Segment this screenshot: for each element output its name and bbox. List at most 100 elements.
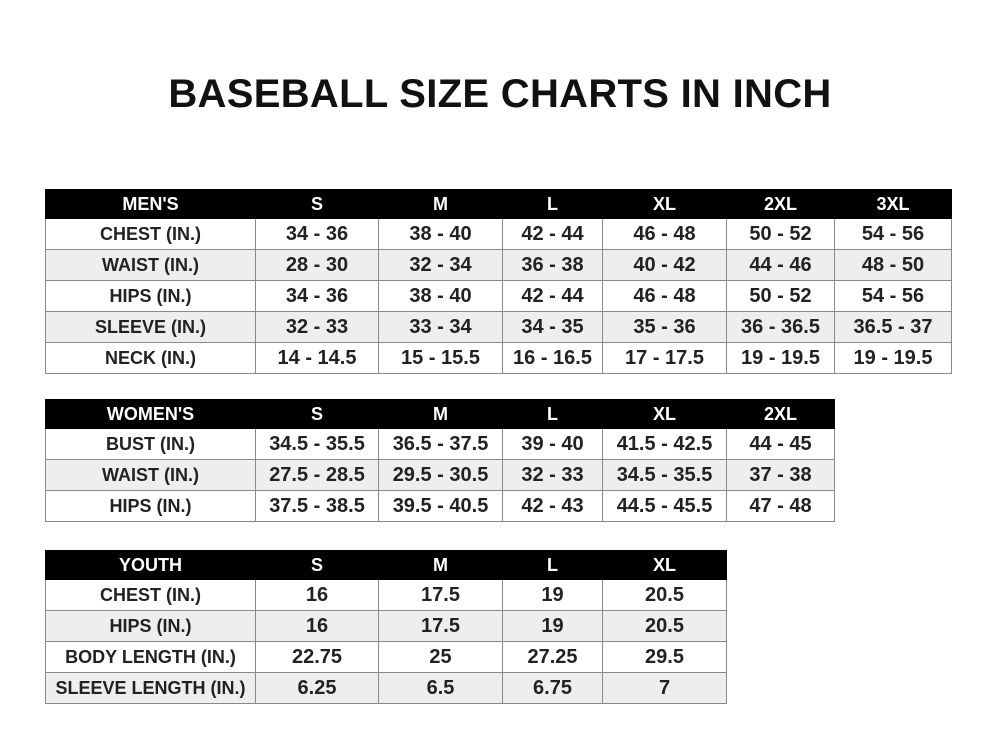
table-row: SLEEVE LENGTH (IN.) 6.25 6.5 6.75 7 <box>45 672 727 704</box>
measurement-cell: 19 - 19.5 <box>726 342 835 374</box>
measurement-cell: 20.5 <box>602 579 727 611</box>
table-row: BUST (IN.) 34.5 - 35.5 36.5 - 37.5 39 - 40 4… <box>45 428 835 460</box>
measurement-cell: 19 <box>502 579 603 611</box>
size-header: L <box>502 550 603 580</box>
measurement-cell: 32 - 33 <box>502 459 603 491</box>
measurement-cell: 33 - 34 <box>378 311 503 343</box>
measurement-label: HIPS (IN.) <box>45 280 256 312</box>
measurement-label: NECK (IN.) <box>45 342 256 374</box>
measurement-cell: 36 - 38 <box>502 249 603 281</box>
measurement-cell: 29.5 <box>602 641 727 673</box>
measurement-cell: 34 - 36 <box>255 218 379 250</box>
table-row: CHEST (IN.) 34 - 36 38 - 40 42 - 44 46 - 48 5… <box>45 218 952 250</box>
measurement-cell: 46 - 48 <box>602 218 727 250</box>
measurement-cell: 42 - 44 <box>502 218 603 250</box>
measurement-cell: 44 - 46 <box>726 249 835 281</box>
size-header: 2XL <box>726 189 835 219</box>
page-title: BASEBALL SIZE CHARTS IN INCH <box>168 72 832 116</box>
mens-size-table: MEN'S S M L XL 2XL 3XL CHEST (IN.) 34 - 36 38 - 4… <box>45 189 952 374</box>
measurement-cell: 16 <box>255 610 379 642</box>
header-row: WOMEN'S S M L XL 2XL <box>45 399 835 429</box>
category-header: MEN'S <box>45 189 256 219</box>
measurement-cell: 35 - 36 <box>602 311 727 343</box>
measurement-cell: 16 - 16.5 <box>502 342 603 374</box>
measurement-cell: 17 - 17.5 <box>602 342 727 374</box>
measurement-cell: 34 - 35 <box>502 311 603 343</box>
table-row: HIPS (IN.) 37.5 - 38.5 39.5 - 40.5 42 - 43 4… <box>45 490 835 522</box>
measurement-cell: 6.75 <box>502 672 603 704</box>
table-row: SLEEVE (IN.) 32 - 33 33 - 34 34 - 35 35 - 36… <box>45 311 952 343</box>
header-row: YOUTH S M L XL <box>45 550 727 580</box>
measurement-cell: 47 - 48 <box>726 490 835 522</box>
size-header: M <box>378 189 503 219</box>
measurement-cell: 29.5 - 30.5 <box>378 459 503 491</box>
measurement-cell: 15 - 15.5 <box>378 342 503 374</box>
youth-size-table: YOUTH S M L XL CHEST (IN.) 16 17.5 19 20.5 HIPS (I… <box>45 550 727 704</box>
measurement-label: CHEST (IN.) <box>45 579 256 611</box>
measurement-cell: 36.5 - 37.5 <box>378 428 503 460</box>
measurement-cell: 40 - 42 <box>602 249 727 281</box>
measurement-cell: 46 - 48 <box>602 280 727 312</box>
size-header: M <box>378 550 503 580</box>
measurement-cell: 36.5 - 37 <box>834 311 952 343</box>
measurement-cell: 19 - 19.5 <box>834 342 952 374</box>
measurement-cell: 42 - 43 <box>502 490 603 522</box>
table-row: BODY LENGTH (IN.) 22.75 25 27.25 29.5 <box>45 641 727 673</box>
table-row: HIPS (IN.) 16 17.5 19 20.5 <box>45 610 727 642</box>
measurement-cell: 39.5 - 40.5 <box>378 490 503 522</box>
measurement-cell: 14 - 14.5 <box>255 342 379 374</box>
measurement-cell: 36 - 36.5 <box>726 311 835 343</box>
measurement-cell: 32 - 34 <box>378 249 503 281</box>
header-row: MEN'S S M L XL 2XL 3XL <box>45 189 952 219</box>
measurement-label: HIPS (IN.) <box>45 610 256 642</box>
measurement-cell: 54 - 56 <box>834 218 952 250</box>
measurement-cell: 27.25 <box>502 641 603 673</box>
size-header: XL <box>602 189 727 219</box>
measurement-cell: 38 - 40 <box>378 218 503 250</box>
measurement-cell: 38 - 40 <box>378 280 503 312</box>
measurement-label: BODY LENGTH (IN.) <box>45 641 256 673</box>
measurement-label: BUST (IN.) <box>45 428 256 460</box>
measurement-cell: 16 <box>255 579 379 611</box>
size-header: 2XL <box>726 399 835 429</box>
measurement-cell: 17.5 <box>378 610 503 642</box>
size-header: 3XL <box>834 189 952 219</box>
size-header: S <box>255 189 379 219</box>
table-row: CHEST (IN.) 16 17.5 19 20.5 <box>45 579 727 611</box>
measurement-cell: 6.5 <box>378 672 503 704</box>
category-header: YOUTH <box>45 550 256 580</box>
measurement-cell: 37.5 - 38.5 <box>255 490 379 522</box>
measurement-cell: 34.5 - 35.5 <box>255 428 379 460</box>
size-header: S <box>255 399 379 429</box>
table-row: WAIST (IN.) 28 - 30 32 - 34 36 - 38 40 - 42 4… <box>45 249 952 281</box>
size-header: M <box>378 399 503 429</box>
measurement-cell: 42 - 44 <box>502 280 603 312</box>
measurement-cell: 7 <box>602 672 727 704</box>
measurement-label: WAIST (IN.) <box>45 459 256 491</box>
table-row: HIPS (IN.) 34 - 36 38 - 40 42 - 44 46 - 48 50… <box>45 280 952 312</box>
size-header: L <box>502 399 603 429</box>
measurement-cell: 28 - 30 <box>255 249 379 281</box>
womens-size-table: WOMEN'S S M L XL 2XL BUST (IN.) 34.5 - 35.5 36.5… <box>45 399 835 522</box>
category-header: WOMEN'S <box>45 399 256 429</box>
measurement-cell: 44.5 - 45.5 <box>602 490 727 522</box>
measurement-cell: 54 - 56 <box>834 280 952 312</box>
table-row: WAIST (IN.) 27.5 - 28.5 29.5 - 30.5 32 - 33… <box>45 459 835 491</box>
measurement-label: SLEEVE LENGTH (IN.) <box>45 672 256 704</box>
measurement-cell: 34.5 - 35.5 <box>602 459 727 491</box>
measurement-cell: 22.75 <box>255 641 379 673</box>
measurement-cell: 17.5 <box>378 579 503 611</box>
size-header: XL <box>602 550 727 580</box>
measurement-cell: 37 - 38 <box>726 459 835 491</box>
measurement-cell: 27.5 - 28.5 <box>255 459 379 491</box>
size-header: XL <box>602 399 727 429</box>
measurement-label: HIPS (IN.) <box>45 490 256 522</box>
measurement-cell: 20.5 <box>602 610 727 642</box>
measurement-cell: 19 <box>502 610 603 642</box>
measurement-cell: 44 - 45 <box>726 428 835 460</box>
measurement-cell: 50 - 52 <box>726 280 835 312</box>
measurement-cell: 34 - 36 <box>255 280 379 312</box>
measurement-cell: 39 - 40 <box>502 428 603 460</box>
measurement-cell: 32 - 33 <box>255 311 379 343</box>
measurement-label: SLEEVE (IN.) <box>45 311 256 343</box>
